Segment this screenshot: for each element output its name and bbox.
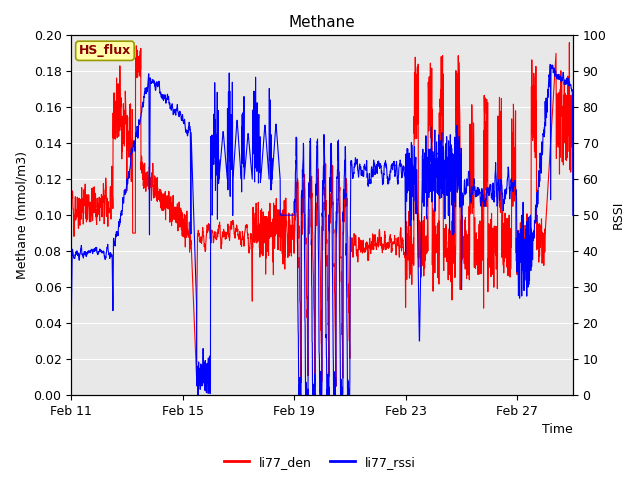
Legend: li77_den, li77_rssi: li77_den, li77_rssi (219, 451, 421, 474)
Y-axis label: Methane (mmol/m3): Methane (mmol/m3) (15, 151, 28, 279)
Text: HS_flux: HS_flux (79, 44, 131, 57)
Y-axis label: RSSI: RSSI (612, 201, 625, 229)
X-axis label: Time: Time (542, 423, 573, 436)
Title: Methane: Methane (289, 15, 355, 30)
